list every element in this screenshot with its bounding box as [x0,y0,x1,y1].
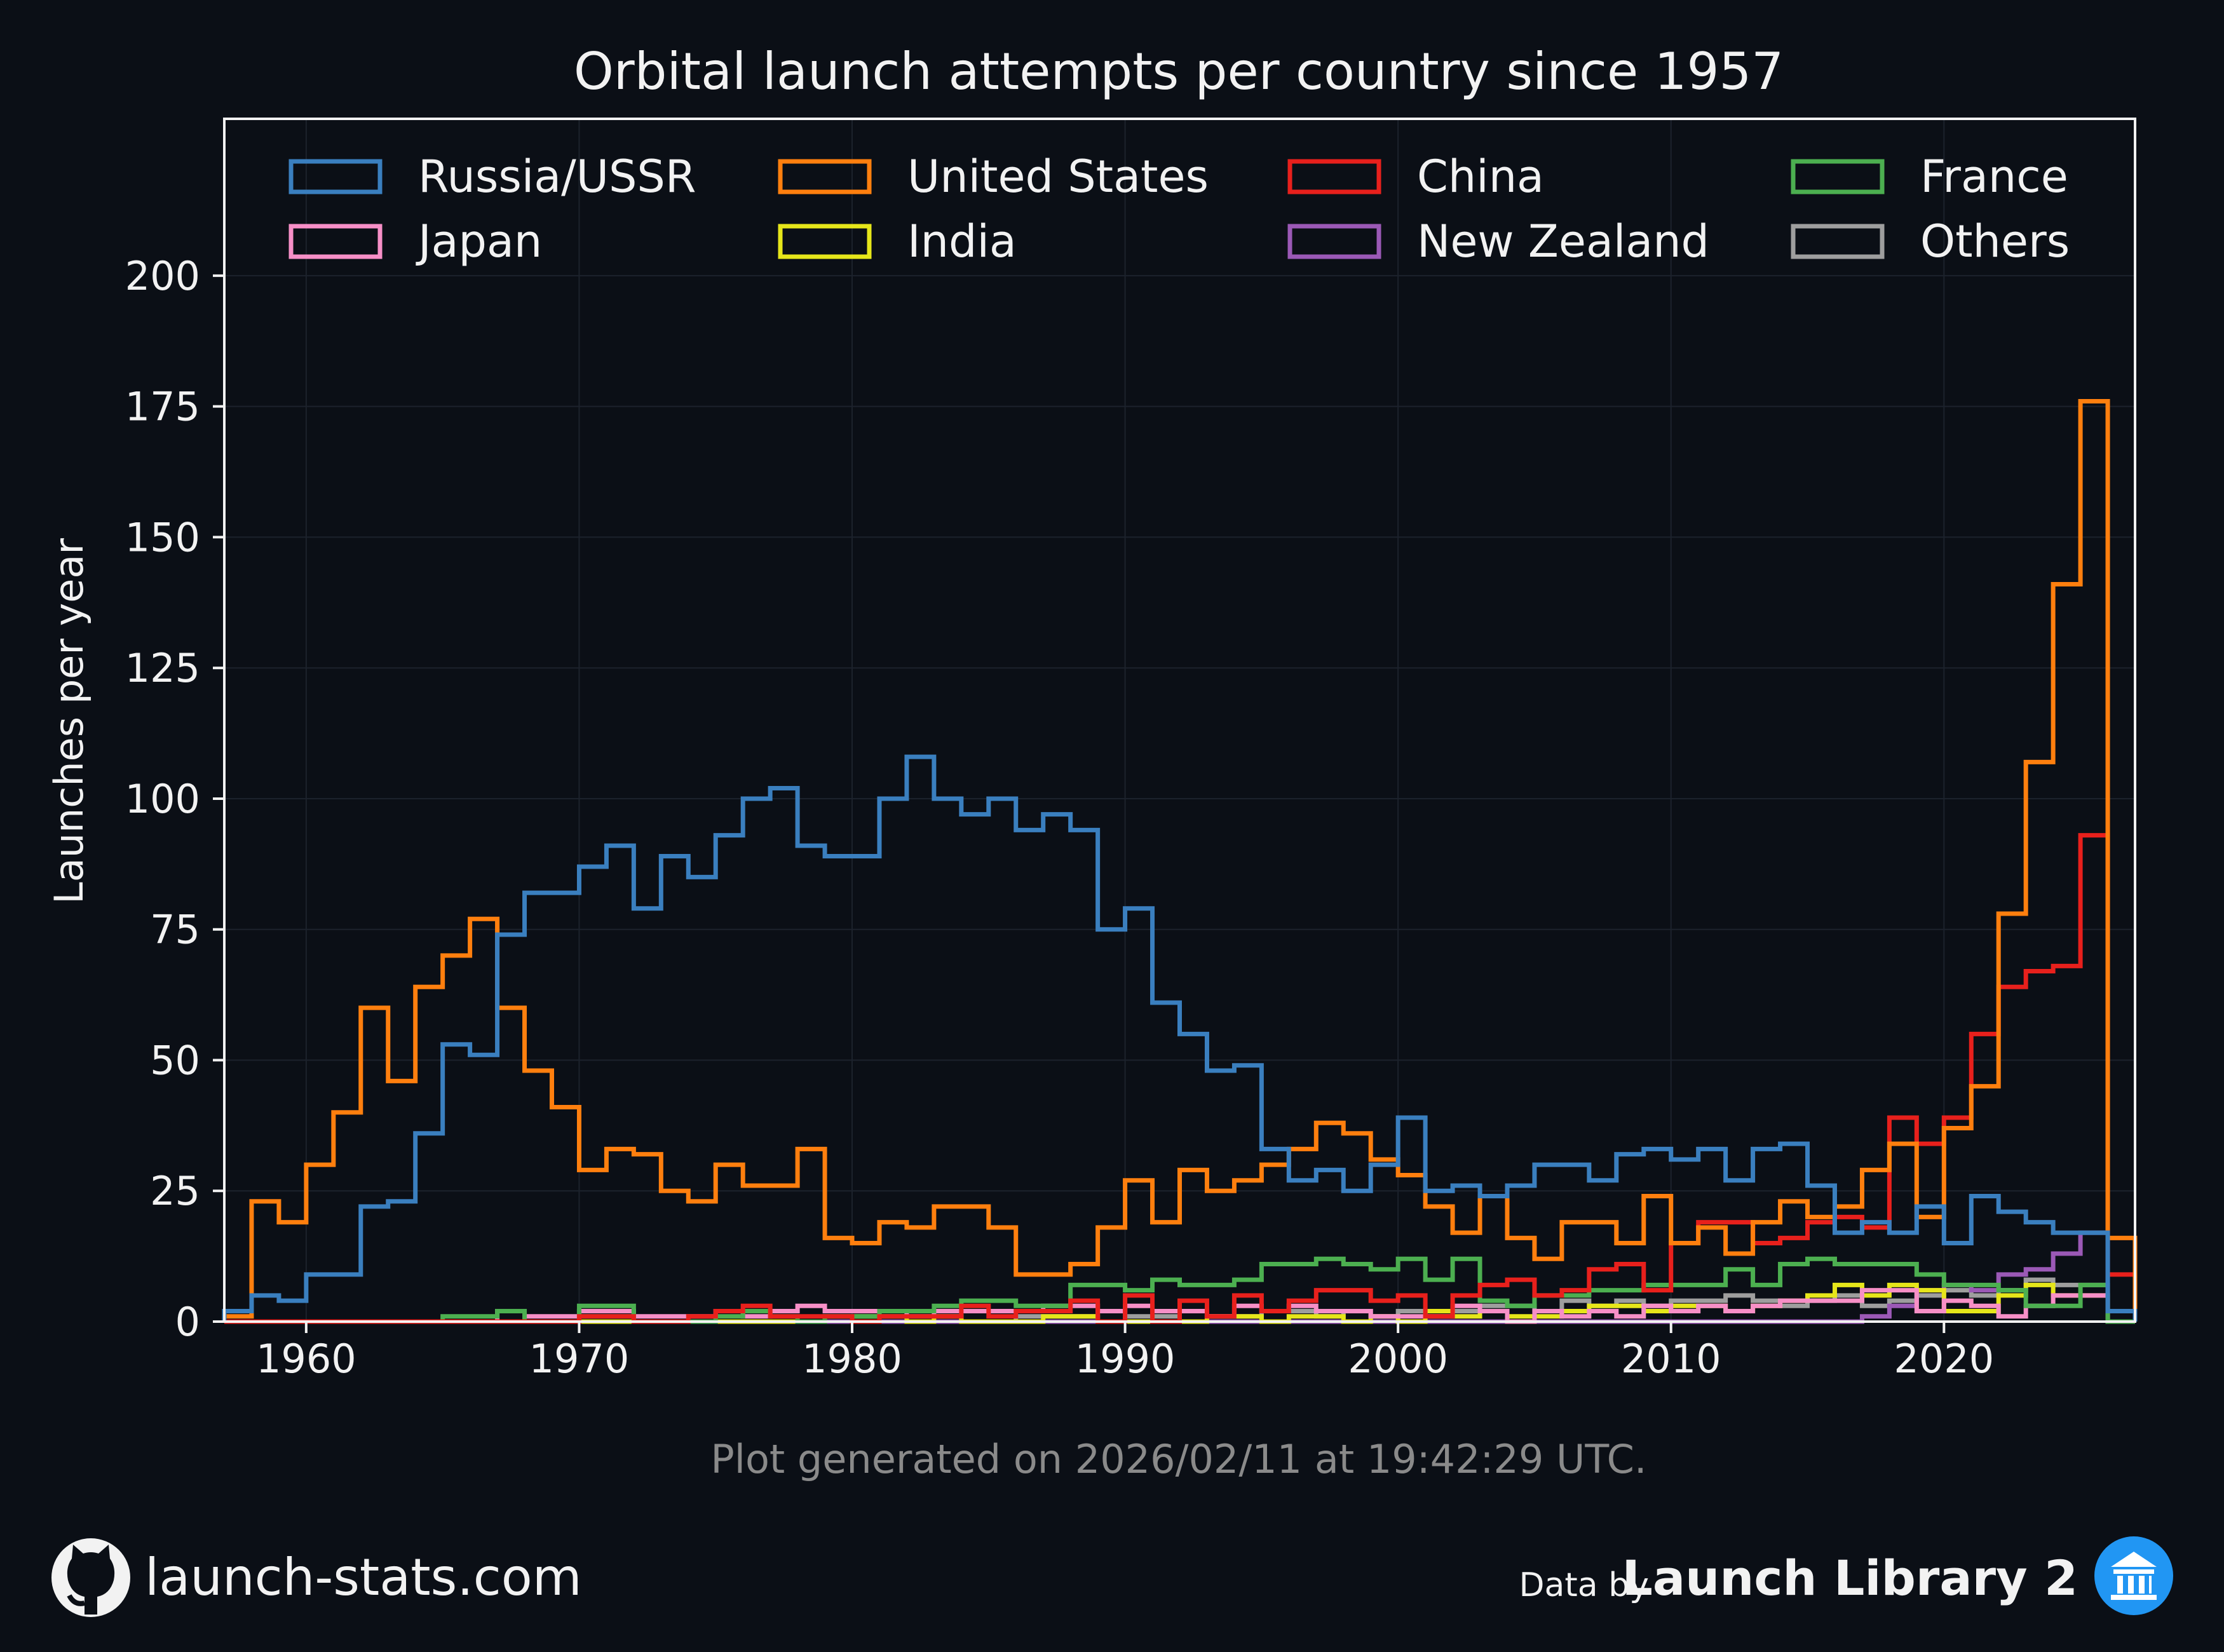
x-tick-label-1970: 1970 [529,1336,630,1382]
y-tick-label-50: 50 [150,1037,200,1083]
y-tick-label-175: 175 [125,384,200,430]
legend-label-india: India [907,215,1017,267]
legend-swatch-japan [288,224,383,259]
legend-label-japan: Japan [416,215,542,267]
legend-swatch-united-states [778,159,872,194]
y-tick-label-25: 25 [150,1168,200,1214]
x-tick-label-1960: 1960 [256,1336,356,1382]
legend-label-russia-ussr: Russia/USSR [418,151,696,203]
legend-swatch-china [1287,159,1381,194]
legend-swatch-france [1791,159,1885,194]
legend-swatch-new-zealand [1287,224,1381,259]
legend-label-france: France [1920,151,2068,203]
y-tick-label-125: 125 [125,645,200,691]
x-axis: 1960 1970 1980 1990 2000 2010 2020 [256,1322,1994,1382]
legend: Russia/USSR United States China France Japan… [288,151,2070,267]
data-by-label: Data by [1519,1566,1649,1604]
legend-label-united-states: United States [907,151,1209,203]
x-tick-label-2010: 2010 [1621,1336,1721,1382]
brand-name: Launch Library 2 [1622,1550,2078,1606]
legend-label-others: Others [1920,215,2070,267]
legend-label-china: China [1417,151,1544,203]
x-tick-label-2000: 2000 [1348,1336,1448,1382]
x-tick-label-1980: 1980 [802,1336,902,1382]
y-tick-label-200: 200 [125,253,200,299]
y-axis-label: Launches per year [46,538,92,904]
y-tick-label-100: 100 [125,776,200,822]
y-axis: 0 25 50 75 100 125 150 175 200 [125,253,224,1345]
legend-swatch-russia-ussr [288,159,383,194]
y-tick-label-0: 0 [175,1299,200,1345]
legend-swatch-india [778,224,872,259]
plot-frame [223,118,2136,1323]
chart-title: Orbital launch attempts per country sinc… [574,42,1784,101]
site-link[interactable]: launch-stats.com [145,1548,582,1607]
x-tick-label-1990: 1990 [1075,1336,1176,1382]
x-tick-label-2020: 2020 [1894,1336,1994,1382]
github-icon [51,1538,130,1617]
footnote: Plot generated on 2026/02/11 at 19:42:29… [710,1436,1646,1482]
y-tick-label-75: 75 [150,907,200,953]
library-icon [2094,1536,2173,1615]
series-line-china [224,833,2138,1324]
y-tick-label-150: 150 [125,514,200,560]
legend-swatch-others [1791,224,1885,259]
series-line-russia-ussr [222,754,2138,1322]
series-line-france [224,1256,2135,1324]
grid [224,119,2135,1322]
legend-label-new-zealand: New Zealand [1417,215,1709,267]
